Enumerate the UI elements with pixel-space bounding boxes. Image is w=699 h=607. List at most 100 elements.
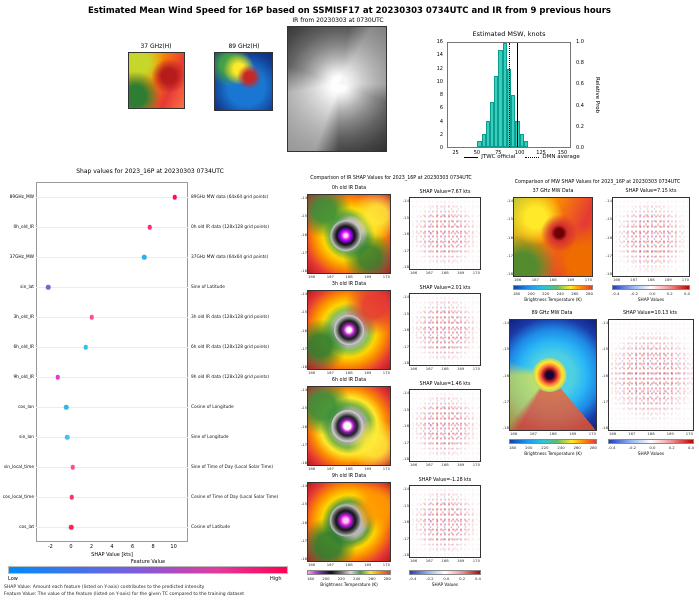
shap-feature-desc: 89GHz MW data (64x64 grid points) xyxy=(191,194,269,200)
map-xticks: 166 167 168 169 170 xyxy=(510,431,596,436)
map-xtick-label: 168 xyxy=(549,277,557,282)
map-ytick-label: -18 xyxy=(300,268,307,273)
mw89-thumb-image xyxy=(214,52,273,111)
figure-title: Estimated Mean Wind Speed for 16P based … xyxy=(88,6,611,16)
ir-shap-colorbar xyxy=(409,570,481,575)
map-ytick-label: -18 xyxy=(402,264,409,269)
colorbar-tick-label: -0.2 xyxy=(628,445,637,450)
map-ytick-label: -16 xyxy=(402,519,409,524)
colorbar-tick-label: -0.4 xyxy=(612,291,620,296)
map-xtick-label: 166 xyxy=(308,274,316,279)
hist-ytick-left-label: 12 xyxy=(436,65,443,72)
map-xtick-label: 169 xyxy=(364,562,372,567)
mw89-bt-colorbar-ticks: 180 200 220 240 260 280 xyxy=(509,445,597,450)
histogram-bar xyxy=(485,121,491,147)
map-xtick-label: 167 xyxy=(326,370,334,375)
colorbar-tick-label: -0.2 xyxy=(630,291,639,296)
ir-bt-colorbar-label: Brightness Temperature (K) xyxy=(320,582,378,587)
map-ytick-label: -15 xyxy=(506,216,513,222)
colorbar-tick-label: 0.4 xyxy=(474,576,481,581)
hist-ytick-right-label: 0.0 xyxy=(576,145,584,151)
map-xtick-label: 170 xyxy=(472,366,480,371)
shap-dot xyxy=(172,194,178,200)
map-xtick-label: 167 xyxy=(529,431,537,436)
map-ytick-label: -18 xyxy=(300,364,307,369)
ir-row3-shap-title: SHAP Value=-1.28 kts xyxy=(418,478,472,483)
hist-ytick-left-label: 8 xyxy=(439,92,443,98)
feature-value-high-label: High xyxy=(270,576,282,582)
ir-9h-image: 166 167 168 169 170 -14 -15 -16 -17 -18 xyxy=(301,482,391,567)
map-xtick-label: 166 xyxy=(308,466,316,471)
map-xtick-label: 170 xyxy=(472,270,480,275)
map-xtick-label: 168 xyxy=(345,274,353,279)
ir-row1-shap-title: SHAP Value=2.01 kts xyxy=(419,286,471,291)
map-xtick-label: 167 xyxy=(630,277,638,282)
map-xticks: 166 167 168 169 170 xyxy=(308,370,390,375)
map-xtick-label: 166 xyxy=(410,270,418,275)
histogram-y-axis-label: Relative Prob xyxy=(594,76,600,114)
map-ytick-label: -16 xyxy=(502,372,509,378)
histogram-legend: JTWC official DMN average xyxy=(437,154,607,160)
map-xtick-label: 170 xyxy=(382,562,390,567)
hist-ytick-right-label: 1.0 xyxy=(576,39,584,45)
ir-0h-image: 166 167 168 169 170 -14 -15 -16 -17 -18 xyxy=(301,194,391,279)
colorbar-tick-label: 280 xyxy=(383,576,391,581)
histogram-bar xyxy=(481,134,486,147)
mw-37ghz-shap-map: 166 167 168 169 170 -14 -15 -16 -17 -18 xyxy=(606,197,690,282)
map-xtick-label: 169 xyxy=(364,466,372,471)
shap-feature-desc: 6h old IR data (128x128 grid points) xyxy=(191,344,270,350)
map-xtick-label: 167 xyxy=(326,274,334,279)
shap-feature-desc: Cosine of Latitude xyxy=(191,524,230,530)
map-ytick-label: -15 xyxy=(605,216,612,222)
dmn-average-line xyxy=(509,43,511,147)
colorbar-tick-label: 180 xyxy=(513,291,521,296)
map-ytick-label: -15 xyxy=(402,214,409,220)
map-xtick-label: 169 xyxy=(569,431,577,436)
shap-feature-name: cos_local_time xyxy=(2,494,34,500)
histogram-bar xyxy=(519,134,524,147)
map-ytick-label: -16 xyxy=(402,423,409,428)
map-ytick-label: -17 xyxy=(300,441,307,447)
histogram-bar xyxy=(506,69,512,147)
map-ytick-label: -18 xyxy=(605,271,612,276)
mw37-shap-colorbar-ticks: -0.4 -0.2 0.0 0.2 0.4 xyxy=(612,291,690,296)
map-ytick-label: -14 xyxy=(300,483,307,488)
shap-row xyxy=(36,302,188,332)
map-ytick-label: -18 xyxy=(402,456,409,461)
map-ytick-label: -15 xyxy=(402,406,409,412)
map-xtick-label: 169 xyxy=(364,370,372,375)
map-yticks: -14 -15 -16 -17 -18 xyxy=(299,291,307,369)
shap-feature-desc: Cosine of Longitude xyxy=(191,404,234,410)
colorbar-tick-label: 260 xyxy=(573,445,581,450)
map-ytick-label: -17 xyxy=(300,345,307,351)
histogram-bar xyxy=(498,49,503,147)
shap-feature-desc: 9h old IR data (128x128 grid points) xyxy=(191,374,270,380)
colorbar-tick-label: -0.4 xyxy=(409,576,417,581)
shap-dot xyxy=(83,344,89,350)
map-xticks: 166 167 168 169 170 xyxy=(410,558,480,563)
map-xtick-label: 166 xyxy=(410,462,418,467)
map-xticks: 166 167 168 169 170 xyxy=(609,431,693,436)
shap-row xyxy=(36,182,188,212)
ir-row2-shap-title: SHAP Value=1.46 kts xyxy=(419,382,471,387)
histogram-bar xyxy=(502,43,507,147)
colorbar-tick-label: -0.4 xyxy=(608,445,616,450)
colorbar-tick-label: 200 xyxy=(525,445,533,450)
map-xtick-label: 168 xyxy=(345,562,353,567)
map-xtick-label: 169 xyxy=(664,277,672,282)
shap-row xyxy=(36,482,188,512)
map-xticks: 166 167 168 169 170 xyxy=(308,466,390,471)
colorbar-tick-label: 180 xyxy=(307,576,315,581)
map-ytick-label: -14 xyxy=(402,390,409,395)
colorbar-tick-label: 200 xyxy=(322,576,330,581)
ir-bt-colorbar xyxy=(307,570,391,575)
map-ytick-label: -14 xyxy=(605,198,612,203)
map-xtick-label: 168 xyxy=(441,462,449,467)
hist-ytick-right-label: 0.6 xyxy=(576,81,584,88)
colorbar-tick-label: 180 xyxy=(509,445,517,450)
shap-x-axis: -2 0 2 4 6 8 10 xyxy=(36,544,188,552)
shap-row xyxy=(36,392,188,422)
shap-dot xyxy=(89,314,94,320)
map-ytick-label: -14 xyxy=(506,198,513,203)
